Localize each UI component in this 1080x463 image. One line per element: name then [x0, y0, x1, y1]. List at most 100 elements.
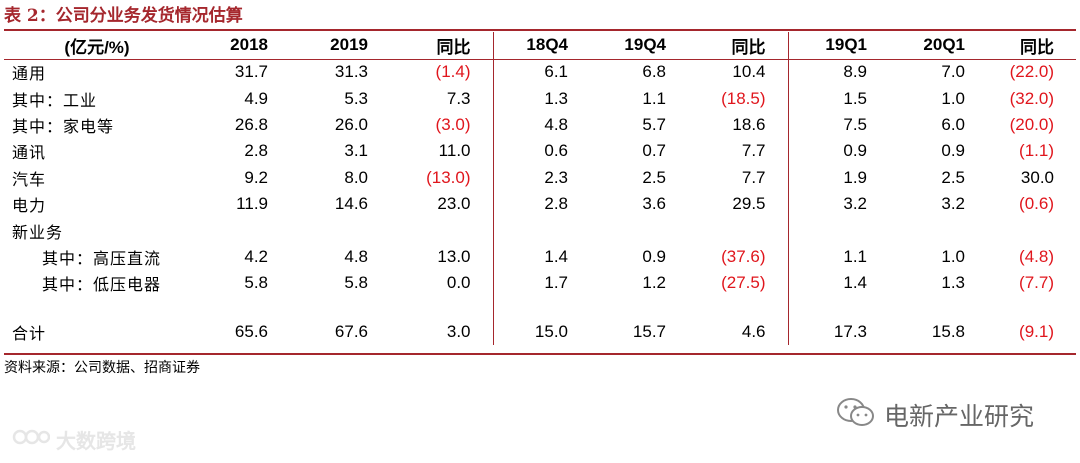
row-label: 其中：家电等: [12, 116, 115, 136]
table-cell: 3.1: [344, 141, 368, 161]
table-cell: 11.9: [236, 194, 268, 214]
table-cell: (37.6): [721, 246, 766, 266]
header-unit: (亿元/%): [4, 32, 190, 60]
table-cell: 18.6: [732, 114, 766, 134]
table-cell: 9.2: [244, 167, 268, 187]
table-row: 其中：高压直流 4.2 4.8 13.0 1.4 0.9 (37.6) 1.1 1.0 (4.8): [4, 243, 1076, 271]
table-cell: 7.7: [741, 167, 766, 187]
table-row: 通讯 2.8 3.1 11.0 0.6 0.7 7.7 0.9 0.9 (1.1): [4, 138, 1076, 165]
header-yoy-annual: 同比: [390, 32, 493, 60]
row-label: 其中：高压直流: [42, 248, 162, 268]
header-2019: 2019: [290, 32, 390, 60]
table-cell: 10.4: [732, 62, 766, 82]
row-label: 其中：低压电器: [42, 275, 162, 295]
table-cell: 7.5: [787, 111, 889, 139]
table-cell: (1.4): [435, 62, 471, 82]
table-cell: [590, 217, 688, 243]
table-cell: 4.9: [244, 88, 268, 108]
table-cell: 11.0: [438, 141, 471, 161]
table-cell: 6.8: [642, 62, 666, 82]
table-cell: (20.0): [1009, 114, 1054, 134]
header-18q4: 18Q4: [492, 32, 590, 60]
table-cell: 5.8: [244, 273, 268, 293]
row-label: 通用: [12, 64, 47, 84]
table-cell: (3.0): [435, 114, 471, 134]
table-cell: 13.0: [437, 246, 471, 266]
table-row: 通用 31.7 31.3 (1.4) 6.1 6.8 10.4 8.9 7.0 (22.0): [4, 59, 1076, 86]
bottom-rule: [4, 353, 1076, 355]
header-19q1: 19Q1: [787, 32, 889, 60]
table-cell: 65.6: [234, 321, 268, 341]
table-cell: 7.3: [446, 88, 471, 108]
table-cell: 8.9: [787, 59, 889, 86]
table-cell: 2.5: [941, 167, 965, 187]
top-rule: [4, 29, 1076, 31]
table-cell: [787, 217, 889, 244]
table-cell: 1.7: [492, 270, 590, 297]
table-row: 合计 65.6 67.6 3.0 15.0 15.7 4.6 17.3 15.8 (9.1): [4, 318, 1076, 345]
table-cell: 1.5: [787, 85, 889, 112]
table-cell: 8.0: [344, 167, 368, 187]
table-cell: 1.3: [941, 273, 965, 293]
wechat-icon: [836, 396, 876, 434]
table-cell: 17.3: [787, 318, 889, 345]
table-cell: 6.1: [492, 59, 590, 86]
table-cell: (1.1): [1019, 141, 1054, 161]
table-cell: 7.0: [941, 62, 965, 82]
table-cell: 4.8: [344, 246, 368, 266]
table-cell: 0.9: [642, 246, 666, 266]
table-cell: 1.3: [492, 85, 590, 112]
wechat-account-name: 电新产业研究: [884, 402, 1035, 431]
table-row: 其中：家电等 26.8 26.0 (3.0) 4.8 5.7 18.6 7.5 6.0 (20.0…: [4, 111, 1076, 139]
source-note: 资料来源：公司数据、招商证券: [4, 360, 200, 376]
table-cell: (27.5): [721, 273, 766, 293]
spacer-row: [4, 296, 1076, 319]
wechat-account: 电新产业研究: [836, 396, 1034, 434]
row-label: 通讯: [12, 143, 47, 163]
table-cell: 67.6: [334, 321, 368, 341]
header-19q4: 19Q4: [590, 32, 688, 60]
table-cell: 2.8: [492, 190, 590, 218]
table-cell: 2.5: [642, 167, 666, 187]
table-cell: (0.6): [1019, 194, 1054, 214]
table-cell: 26.8: [234, 114, 268, 134]
table-cell: [492, 217, 590, 244]
table-cell: (9.1): [1019, 321, 1054, 341]
row-label: 合计: [12, 323, 47, 343]
row-label: 新业务: [12, 222, 64, 242]
table-cell: 4.6: [741, 321, 766, 341]
table-cell: (7.7): [1019, 273, 1054, 293]
table-row: 新业务: [4, 217, 1076, 244]
header-row: (亿元/%) 2018 2019 同比 18Q4 19Q4 同比 19Q1 20…: [4, 32, 1076, 60]
row-label: 汽车: [12, 169, 47, 189]
table-cell: 1.1: [642, 88, 666, 108]
table-cell: 14.6: [334, 194, 368, 214]
table-cell: 2.3: [492, 164, 590, 191]
table-cell: 1.4: [492, 243, 590, 271]
header-20q1: 20Q1: [889, 32, 987, 60]
table-cell: 0.9: [941, 141, 965, 161]
table-row: 电力 11.9 14.6 23.0 2.8 3.6 29.5 3.2 3.2 (0.6): [4, 190, 1076, 218]
row-label: 电力: [12, 196, 47, 216]
table-cell: 0.6: [492, 138, 590, 165]
table-cell: (18.5): [721, 88, 766, 108]
table-cell: 5.8: [344, 273, 368, 293]
watermark: 大数跨境: [12, 424, 136, 454]
table-cell: [987, 217, 1076, 243]
shipment-table: (亿元/%) 2018 2019 同比 18Q4 19Q4 同比 19Q1 20…: [4, 32, 1076, 345]
table-cell: 0.7: [642, 141, 666, 161]
table-cell: 2.8: [244, 141, 268, 161]
table-row: 其中：低压电器 5.8 5.8 0.0 1.7 1.2 (27.5) 1.4 1.3 (7.7): [4, 270, 1076, 297]
table-cell: 15.8: [931, 321, 965, 341]
table-cell: 3.0: [446, 321, 471, 341]
table-cell: 26.0: [334, 114, 368, 134]
table-cell: (13.0): [426, 167, 471, 187]
table-cell: 15.0: [492, 318, 590, 345]
table-cell: 4.8: [492, 111, 590, 139]
table-cell: 0.9: [787, 138, 889, 165]
table-cell: 23.0: [437, 194, 471, 214]
table-cell: 15.7: [632, 321, 666, 341]
table-cell: [688, 217, 788, 243]
table-cell: 3.6: [642, 194, 666, 214]
watermark-text: 大数跨境: [56, 428, 136, 453]
